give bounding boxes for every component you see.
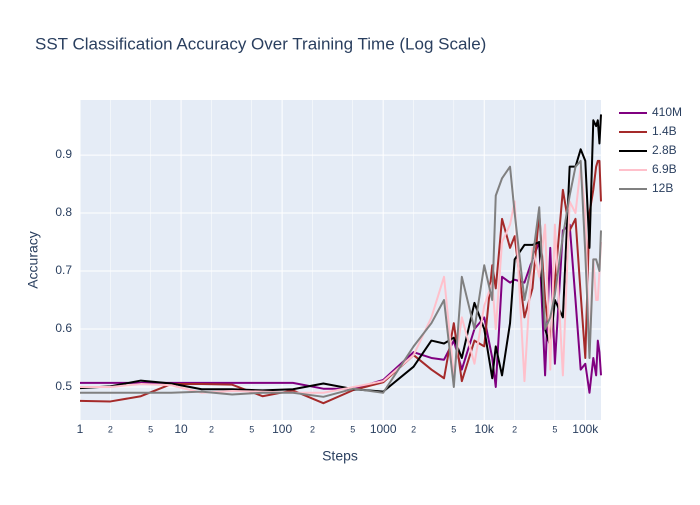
- x-tick-label: 2: [108, 424, 113, 434]
- legend-label: 1.4B: [652, 124, 677, 138]
- x-tick-label: 10: [174, 422, 188, 436]
- series-line: [80, 159, 602, 398]
- x-tick-label: 2: [512, 424, 517, 434]
- y-tick-label: 0.6: [55, 321, 72, 335]
- x-tick-label: 100k: [572, 422, 599, 436]
- x-tick-label: 5: [350, 424, 355, 434]
- legend-label: 2.8B: [652, 143, 677, 157]
- x-tick-label: 100: [272, 422, 292, 436]
- x-tick-label: 2: [310, 424, 315, 434]
- y-tick-label: 0.7: [55, 263, 72, 277]
- series-line: [80, 223, 602, 394]
- x-tick-label: 2: [209, 424, 214, 434]
- plot-area: [80, 100, 601, 420]
- grid: [79, 100, 601, 420]
- y-tick-label: 0.9: [55, 147, 72, 161]
- series-line: [79, 114, 602, 393]
- y-axis-label: Accuracy: [25, 231, 41, 289]
- x-tick-label: 5: [552, 424, 557, 434]
- legend-label: 6.9B: [652, 162, 677, 176]
- x-axis-label: Steps: [322, 448, 358, 464]
- y-tick-label: 0.5: [55, 379, 72, 393]
- y-tick-label: 0.8: [55, 205, 72, 219]
- legend-label: 12B: [652, 181, 673, 195]
- x-tick-label: 2: [411, 424, 416, 434]
- chart-title: SST Classification Accuracy Over Trainin…: [35, 34, 486, 53]
- x-tick-label: 5: [451, 424, 456, 434]
- x-tick-label: 5: [249, 424, 254, 434]
- x-tick-label: 5: [148, 424, 153, 434]
- x-tick-label: 10k: [475, 422, 495, 436]
- legend-label: 410M: [652, 105, 682, 119]
- x-tick-label: 1000: [370, 422, 397, 436]
- x-tick-label: 1: [77, 422, 84, 436]
